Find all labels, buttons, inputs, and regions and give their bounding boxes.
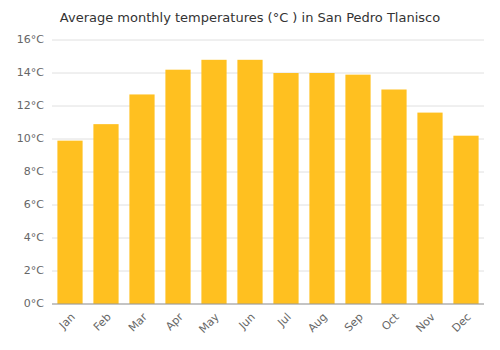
background	[0, 0, 500, 350]
x-tick-label: Feb	[91, 311, 114, 334]
x-tick-label: Nov	[413, 310, 438, 335]
bar	[381, 90, 406, 305]
x-tick-label: Apr	[163, 310, 186, 333]
y-tick-label: 14°C	[17, 66, 44, 79]
y-tick-label: 10°C	[17, 132, 44, 145]
bar	[129, 94, 154, 304]
grid-line	[52, 40, 484, 41]
x-tick-label: Aug	[305, 311, 329, 335]
bar	[201, 60, 226, 304]
bar	[237, 60, 262, 304]
bar	[273, 73, 298, 304]
bar	[165, 70, 190, 304]
chart: 0°C 2°C 4°C 6°C 8°C 10°C 12°C 14°C 16°C Jan Feb Mar…	[0, 0, 500, 350]
bars	[57, 60, 478, 304]
y-tick-label: 6°C	[24, 198, 44, 211]
grid-line	[52, 73, 484, 74]
title: Average monthly temperatures (°C ) in Sa…	[60, 10, 440, 25]
bar	[57, 141, 82, 304]
chart-container: 0°C 2°C 4°C 6°C 8°C 10°C 12°C 14°C 16°C Jan Feb Mar…	[0, 0, 500, 350]
grid	[52, 40, 484, 304]
bar	[453, 136, 478, 304]
x-tick-label: Jun	[236, 311, 258, 333]
y-axis: 0°C 2°C 4°C 6°C 8°C 10°C 12°C 14°C 16°C	[17, 33, 44, 310]
x-axis: Jan Feb Mar Apr May Jun Jul Aug Sep Oct Nov Dec	[56, 310, 474, 336]
bar	[417, 113, 442, 304]
x-axis-line	[52, 304, 484, 305]
x-tick-label: Sep	[342, 311, 366, 335]
x-tick-label: Dec	[450, 311, 474, 335]
x-tick-label: Mar	[126, 310, 150, 334]
grid-line	[52, 106, 484, 107]
x-tick-label: May	[196, 310, 222, 336]
y-tick-label: 8°C	[24, 165, 44, 178]
x-tick-label: Jul	[274, 311, 293, 330]
bar	[309, 73, 334, 304]
bar	[345, 75, 370, 304]
y-tick-label: 0°C	[24, 297, 44, 310]
x-tick-label: Oct	[379, 310, 402, 333]
y-tick-label: 16°C	[17, 33, 44, 46]
y-tick-label: 2°C	[24, 264, 44, 277]
y-tick-label: 4°C	[24, 231, 44, 244]
grid-line	[52, 304, 484, 305]
x-tick-label: Jan	[56, 311, 78, 333]
y-tick-label: 12°C	[17, 99, 44, 112]
bar	[93, 124, 118, 304]
